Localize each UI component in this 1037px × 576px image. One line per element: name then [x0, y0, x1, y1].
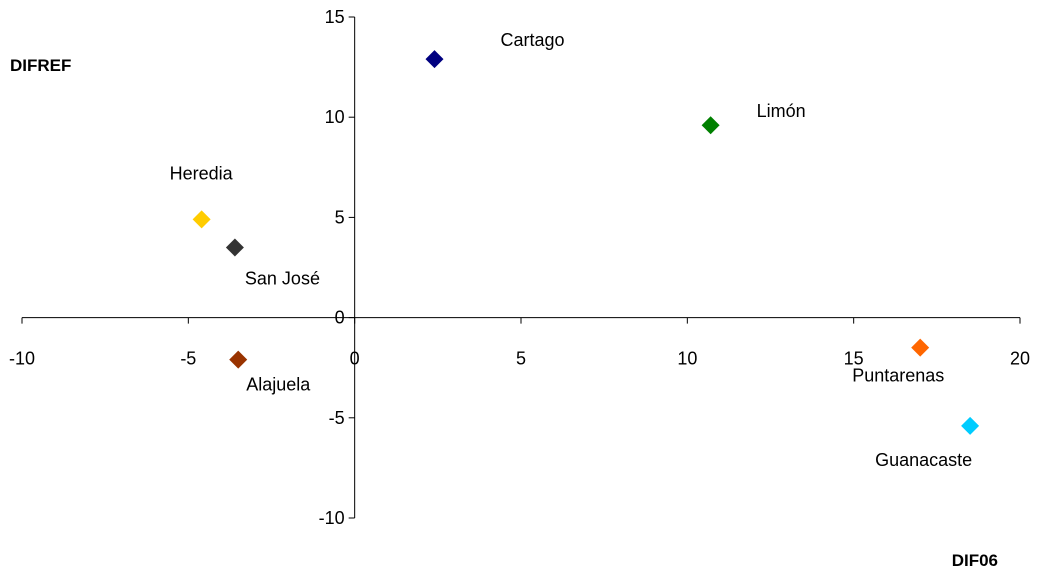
point-label: Guanacaste [875, 450, 972, 470]
x-tick-label: 20 [1010, 349, 1030, 369]
y-tick-label: -10 [319, 508, 345, 528]
data-point-guanacaste [961, 416, 980, 435]
x-tick-label: -5 [180, 349, 196, 369]
point-label: San José [245, 268, 320, 288]
x-axis-title: DIF06 [952, 551, 998, 570]
point-label: Limón [757, 101, 806, 121]
y-axis-ticks: -10 -5 0 5 10 15 [319, 7, 355, 528]
point-label: Puntarenas [852, 366, 944, 386]
y-axis-title: DIFREF [10, 56, 71, 75]
axes [22, 17, 1020, 518]
point-label: Heredia [170, 163, 234, 183]
data-points [192, 50, 980, 435]
point-label: Cartago [501, 30, 565, 50]
data-point-lim-n [701, 116, 720, 135]
data-point-alajuela [229, 350, 248, 369]
data-point-heredia [192, 210, 211, 229]
x-tick-label: 0 [350, 349, 360, 369]
x-tick-label: 10 [677, 349, 697, 369]
point-labels: Cartago Limón Heredia San José Alajuela Punta… [170, 30, 973, 470]
y-tick-label: 15 [325, 7, 345, 27]
x-axis-ticks: -10 -5 0 5 10 15 20 [9, 317, 1030, 369]
point-label: Alajuela [246, 375, 311, 395]
y-tick-label: 5 [335, 207, 345, 227]
data-point-san-jos- [225, 238, 244, 257]
y-tick-label: 0 [335, 308, 345, 328]
x-tick-label: 15 [844, 349, 864, 369]
y-tick-label: 10 [325, 107, 345, 127]
x-tick-label: 5 [516, 349, 526, 369]
data-point-puntarenas [911, 338, 930, 357]
x-tick-label: -10 [9, 349, 35, 369]
data-point-cartago [425, 50, 444, 69]
y-tick-label: -5 [329, 408, 345, 428]
